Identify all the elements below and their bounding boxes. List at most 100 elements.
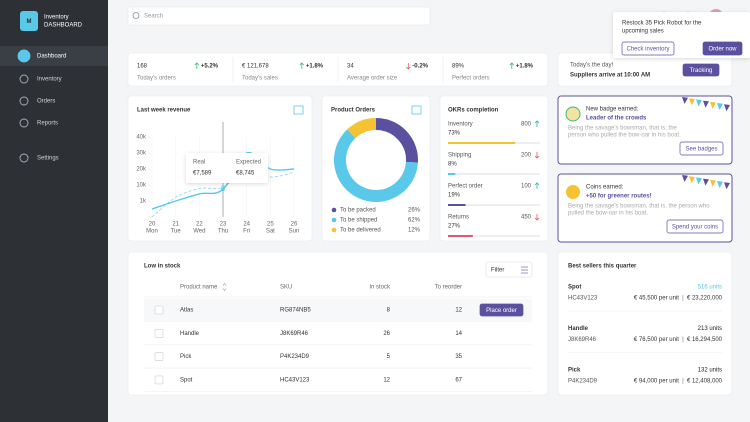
button-label: Tracking: [690, 68, 713, 74]
kpi-label: Today's orders: [137, 76, 176, 82]
seller-price: € 94,000 per unit: [634, 379, 679, 385]
seller-total: € 16,294,500: [687, 337, 723, 343]
badge-headline: +50 for greener routes!: [586, 194, 652, 200]
kpi-value: 34: [347, 64, 354, 70]
okr-target: 100: [521, 184, 532, 190]
sort-icon: [222, 283, 227, 291]
button[interactable]: Check inventory: [621, 41, 675, 56]
progress-bar: [448, 235, 473, 237]
checkbox[interactable]: [154, 328, 164, 338]
seller-units: 132 units: [698, 368, 722, 374]
trend-arrow: [534, 214, 540, 221]
okr-value: 19%: [448, 193, 461, 199]
nav-item[interactable]: Settings: [19, 153, 59, 163]
trend-arrow: [534, 182, 540, 189]
table-cell: Handle: [180, 331, 200, 337]
button[interactable]: Tracking: [682, 63, 720, 77]
nav-item[interactable]: Dashboard: [0, 46, 108, 66]
x-tick-date: 24: [243, 222, 250, 228]
button-label: Check inventory: [626, 46, 669, 52]
filter-button[interactable]: Filter: [485, 261, 533, 278]
seller-units: 516 units: [698, 285, 722, 291]
table-cell: HC43V123: [280, 377, 310, 383]
kpi-value: 89%: [452, 64, 465, 70]
badge-icon: [566, 185, 580, 199]
table-cell: 26: [383, 331, 390, 337]
nav-label: Dashboard: [37, 54, 66, 60]
seller-name: Handle: [568, 326, 589, 332]
button[interactable]: Spend your coins: [666, 219, 724, 234]
nav-item[interactable]: Orders: [19, 96, 55, 106]
kpi-change: -0.2%: [412, 64, 428, 70]
nav-label: Inventory: [37, 77, 62, 83]
button-bg: [479, 303, 524, 317]
tooltip: [186, 153, 268, 183]
table-cell: 14: [455, 331, 462, 337]
bunting: [682, 175, 688, 182]
checkbox[interactable]: [154, 352, 164, 361]
button-bg: [702, 41, 743, 56]
button[interactable]: See badges: [679, 141, 724, 156]
checkbox[interactable]: [154, 305, 164, 315]
trend-arrow: [406, 63, 411, 70]
button-label: Place order: [486, 308, 517, 314]
nav-item[interactable]: Inventory: [19, 74, 62, 84]
nav-icon: [19, 118, 29, 128]
search-box[interactable]: Search: [127, 6, 431, 26]
kpi-label: Today's sales: [242, 76, 278, 82]
badge-text: Being the savage's bowsman, that is, the…: [568, 204, 710, 210]
search-bg: [127, 6, 431, 26]
seller-total: € 23,220,000: [687, 296, 723, 302]
bunting: [682, 97, 688, 104]
badge-text: Being the savage's bowsman, that is, the: [568, 126, 678, 132]
table-cell: 67: [455, 377, 462, 383]
y-tick-label: 30k: [136, 151, 147, 157]
delivery-title: Today's the day!: [570, 63, 614, 69]
bunting: [710, 101, 716, 109]
badge-headline: Leader of the crowds: [586, 116, 647, 122]
button[interactable]: Order now: [702, 41, 743, 56]
seller-name: Pick: [568, 368, 581, 374]
logo-mark: [20, 11, 38, 31]
donut-slice: [347, 118, 377, 139]
nav-label: Orders: [37, 99, 55, 105]
legend-label: To be delivered: [340, 228, 381, 234]
table-cell: 35: [455, 354, 462, 360]
chart-title: Last week revenue: [137, 108, 191, 114]
bunting: [689, 176, 695, 184]
y-tick-label: 20k: [136, 167, 147, 173]
x-tick-date: 23: [220, 222, 227, 228]
bunting: [717, 181, 723, 188]
bunting: [717, 103, 723, 110]
nav-item[interactable]: Reports: [19, 118, 58, 128]
button-label: Order now: [708, 46, 737, 52]
trend-arrow: [509, 62, 515, 69]
x-tick-label: Sat: [266, 229, 275, 235]
search-icon: [132, 12, 140, 19]
seller-sku: J8K69R46: [568, 337, 597, 343]
progress-bar: [448, 173, 456, 175]
table-cell: Atlas: [180, 308, 193, 314]
button[interactable]: Place order: [479, 303, 524, 317]
okr-name: Perfect order: [448, 184, 483, 190]
progress-bar: [448, 142, 516, 144]
x-tick-date: 21: [172, 222, 179, 228]
kpi-change: +1.8%: [516, 64, 534, 70]
donut-slice: [375, 118, 418, 163]
bunting: [689, 98, 695, 106]
table-header: Product name: [180, 285, 218, 291]
checkbox[interactable]: [154, 375, 164, 385]
kpi-label: Perfect orders: [452, 76, 490, 82]
x-tick-date: 26: [291, 222, 298, 228]
button-bg: [666, 219, 724, 234]
progress-track: [448, 204, 540, 206]
button-bg: [621, 41, 675, 56]
nav-label: Settings: [37, 156, 59, 162]
legend-label: To be packed: [340, 208, 376, 214]
table-header: SKU: [280, 285, 292, 291]
legend-dot: [331, 217, 337, 223]
row-highlight: [144, 299, 532, 321]
badge-label: Coins earned:: [586, 185, 624, 191]
notification-text: upcoming sales: [622, 29, 664, 35]
